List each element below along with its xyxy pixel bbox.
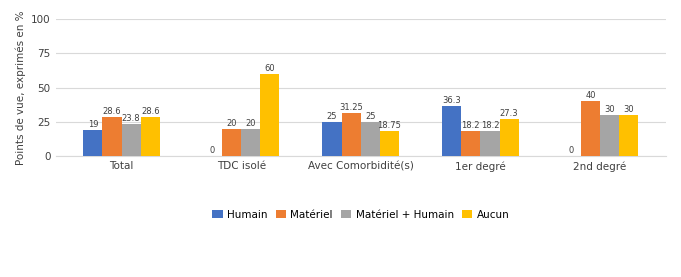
Text: 28.6: 28.6 (141, 107, 159, 116)
Bar (122, 124, 141, 156)
Bar (442, 106, 461, 156)
Text: 18.2: 18.2 (462, 121, 480, 130)
Text: 18.75: 18.75 (377, 120, 401, 130)
Bar (380, 130, 399, 156)
Text: 25: 25 (327, 112, 337, 121)
Bar (342, 114, 361, 156)
Text: 30: 30 (623, 105, 634, 114)
Bar (83, 130, 102, 156)
Text: 36.3: 36.3 (442, 96, 461, 105)
Bar (581, 101, 600, 156)
Text: 20: 20 (245, 119, 256, 128)
Bar (480, 131, 499, 156)
Text: 20: 20 (226, 119, 237, 128)
Bar (222, 129, 241, 156)
Bar (141, 117, 160, 156)
Bar (323, 122, 342, 156)
Y-axis label: Points de vue, exprimés en %: Points de vue, exprimés en % (15, 11, 25, 165)
Text: 30: 30 (604, 105, 615, 114)
Bar (102, 117, 122, 156)
Bar (619, 115, 638, 156)
Text: 31.25: 31.25 (339, 103, 363, 112)
Bar (600, 115, 619, 156)
Text: 27.3: 27.3 (500, 109, 518, 118)
Text: 0: 0 (569, 146, 574, 155)
Text: 40: 40 (585, 91, 596, 100)
Bar (260, 74, 279, 156)
Text: 60: 60 (264, 64, 275, 73)
Bar (241, 129, 260, 156)
Text: 19: 19 (88, 120, 98, 129)
Text: 25: 25 (365, 112, 376, 121)
Legend: Humain, Matériel, Matériel + Humain, Aucun: Humain, Matériel, Matériel + Humain, Auc… (208, 206, 513, 224)
Text: 23.8: 23.8 (122, 114, 140, 122)
Text: 0: 0 (210, 146, 215, 155)
Bar (499, 119, 519, 156)
Bar (361, 122, 380, 156)
Text: 18.2: 18.2 (481, 121, 499, 130)
Bar (461, 131, 480, 156)
Text: 28.6: 28.6 (103, 107, 121, 116)
